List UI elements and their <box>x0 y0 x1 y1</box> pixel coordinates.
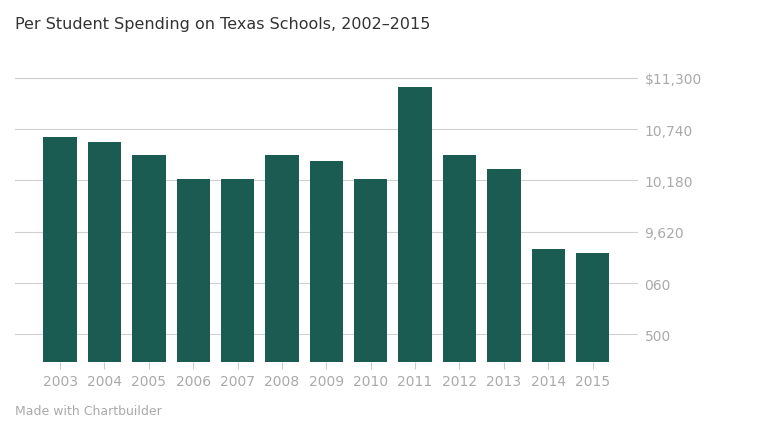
Bar <box>354 179 387 426</box>
Bar <box>88 143 121 426</box>
Text: Per Student Spending on Texas Schools, 2002–2015: Per Student Spending on Texas Schools, 2… <box>15 17 430 32</box>
Text: Made with Chartbuilder: Made with Chartbuilder <box>15 405 162 417</box>
Bar <box>531 250 565 426</box>
Bar <box>132 155 165 426</box>
Bar <box>576 253 609 426</box>
Bar <box>442 155 476 426</box>
Bar <box>43 138 77 426</box>
Bar <box>487 170 521 426</box>
Bar <box>266 155 298 426</box>
Bar <box>310 162 343 426</box>
Bar <box>221 179 254 426</box>
Bar <box>398 88 432 426</box>
Bar <box>177 179 210 426</box>
